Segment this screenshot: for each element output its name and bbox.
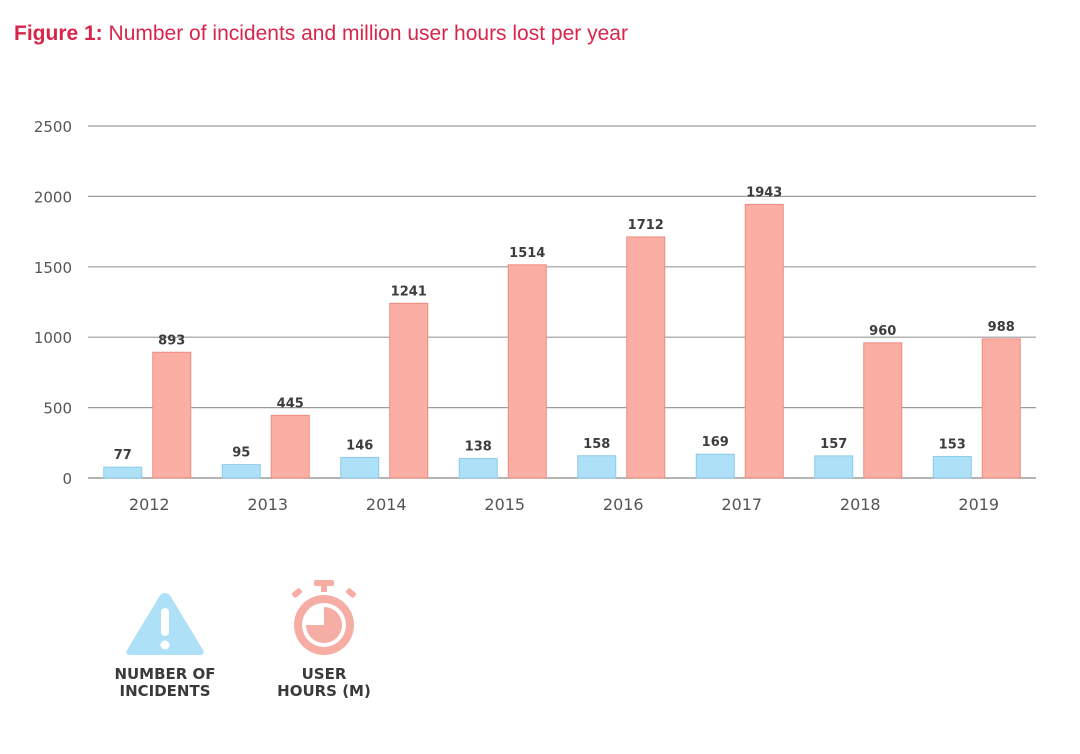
data-label: 95: [232, 446, 250, 461]
data-label: 1514: [509, 246, 545, 261]
x-tick-label: 2012: [129, 495, 170, 514]
data-label: 960: [869, 324, 896, 339]
user-hours-bar: [507, 264, 547, 479]
data-label: 146: [346, 438, 373, 453]
y-tick-label: 500: [43, 400, 72, 418]
y-axis: 0 500 1000 1500 2000 2500: [34, 118, 72, 488]
x-tick-label: 2013: [247, 495, 288, 514]
incidents-bar: [695, 453, 735, 479]
data-label: 153: [939, 437, 966, 452]
data-label: 1712: [628, 218, 664, 233]
incidents-bar: [577, 455, 617, 479]
x-tick-label: 2016: [603, 495, 644, 514]
data-label: 169: [702, 435, 729, 450]
y-tick-label: 2000: [34, 188, 72, 206]
data-label: 988: [988, 320, 1015, 335]
legend-hours: USER HOURS (M): [268, 578, 380, 700]
data-label: 893: [158, 333, 185, 348]
x-tick-label: 2017: [721, 495, 762, 514]
x-tick-label: 2014: [366, 495, 407, 514]
y-tick-label: 1000: [34, 329, 72, 347]
y-tick-label: 0: [62, 470, 72, 488]
warning-triangle-icon: [126, 593, 204, 655]
data-label: 77: [114, 448, 132, 463]
data-label: 157: [820, 437, 847, 452]
incidents-bar: [340, 456, 380, 479]
x-axis: 2012 2013 2014 2015 2016 2017 2018 2019: [129, 495, 999, 514]
x-tick-label: 2018: [840, 495, 881, 514]
user-hours-bar: [626, 236, 666, 479]
x-tick-label: 2019: [958, 495, 999, 514]
user-hours-bar: [270, 414, 310, 479]
legend-incidents: NUMBER OF INCIDENTS: [108, 588, 222, 700]
data-label: 445: [277, 396, 304, 411]
x-tick-label: 2015: [484, 495, 525, 514]
user-hours-bar: [863, 342, 903, 479]
stopwatch-icon: [292, 580, 356, 655]
data-label: 138: [465, 440, 492, 455]
bars: 77 893 95 445 146 1241 138 1514 158 1712 169 1943 15…: [103, 185, 1021, 479]
y-tick-label: 1500: [34, 259, 72, 277]
user-hours-bar: [389, 302, 429, 479]
legend-incidents-line1: NUMBER OF: [114, 665, 216, 683]
incidents-bar: [814, 455, 854, 479]
figure-caption: Number of incidents and million user hou…: [108, 22, 628, 45]
legend-hours-line2: HOURS (M): [277, 682, 371, 700]
data-label: 1241: [391, 284, 427, 299]
figure-label: Figure 1:: [14, 22, 103, 45]
user-hours-bar: [981, 338, 1021, 479]
incidents-bar: [221, 464, 261, 479]
incidents-bar: [932, 455, 972, 479]
legend-hours-line1: USER: [301, 665, 347, 683]
legend-incidents-line2: INCIDENTS: [119, 682, 211, 700]
user-hours-bar: [152, 351, 192, 479]
data-label: 158: [583, 437, 610, 452]
data-label: 1943: [746, 185, 782, 200]
bar-chart: 0 500 1000 1500 2000 2500 77 893 95 445 146 1241 13…: [34, 118, 1036, 514]
chart-title: Figure 1: Number of incidents and millio…: [14, 22, 628, 46]
incidents-bar: [103, 466, 143, 479]
y-tick-label: 2500: [34, 118, 72, 136]
incidents-bar: [458, 458, 498, 479]
user-hours-bar: [744, 203, 784, 479]
